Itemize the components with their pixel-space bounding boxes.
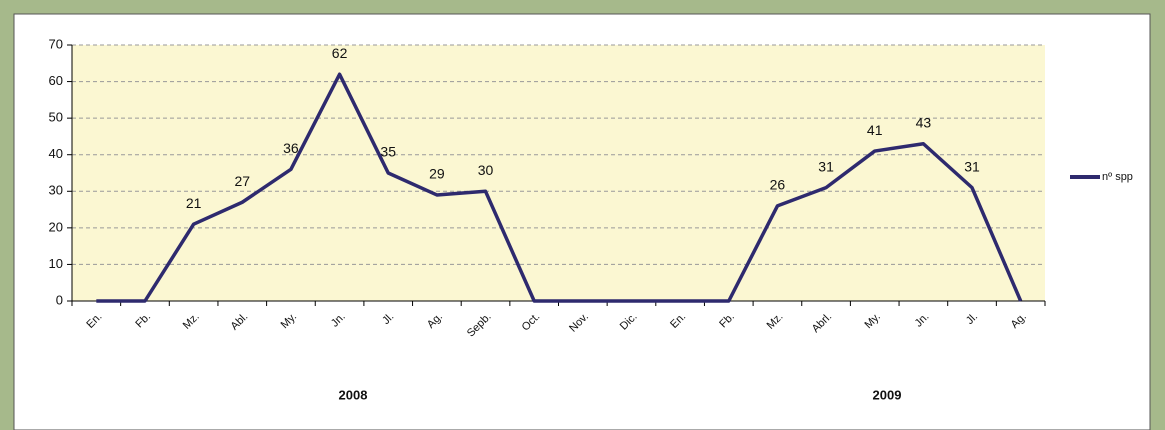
y-tick-label: 40 <box>49 146 63 161</box>
data-label: 27 <box>234 173 250 189</box>
y-tick-label: 20 <box>49 219 63 234</box>
data-label: 31 <box>818 158 834 174</box>
data-label: 36 <box>283 140 299 156</box>
x-group-label: 2009 <box>873 387 902 402</box>
y-tick-label: 70 <box>49 36 63 51</box>
y-tick-label: 0 <box>56 292 63 307</box>
y-tick-label: 30 <box>49 183 63 198</box>
plot-area <box>72 45 1045 301</box>
data-label: 26 <box>770 177 786 193</box>
x-group-label: 2008 <box>339 387 368 402</box>
data-label: 29 <box>429 166 445 182</box>
data-line <box>96 72 1023 303</box>
data-label: 31 <box>964 158 980 174</box>
data-label: 62 <box>332 45 348 61</box>
data-label: 30 <box>478 162 494 178</box>
legend-label: nº spp <box>1102 171 1133 183</box>
y-tick-label: 60 <box>49 73 63 88</box>
y-tick-label: 10 <box>49 256 63 271</box>
data-label: 43 <box>916 114 932 130</box>
data-label: 21 <box>186 195 202 211</box>
data-label: 41 <box>867 122 883 138</box>
y-tick-label: 50 <box>49 110 63 125</box>
data-label: 35 <box>380 144 396 160</box>
